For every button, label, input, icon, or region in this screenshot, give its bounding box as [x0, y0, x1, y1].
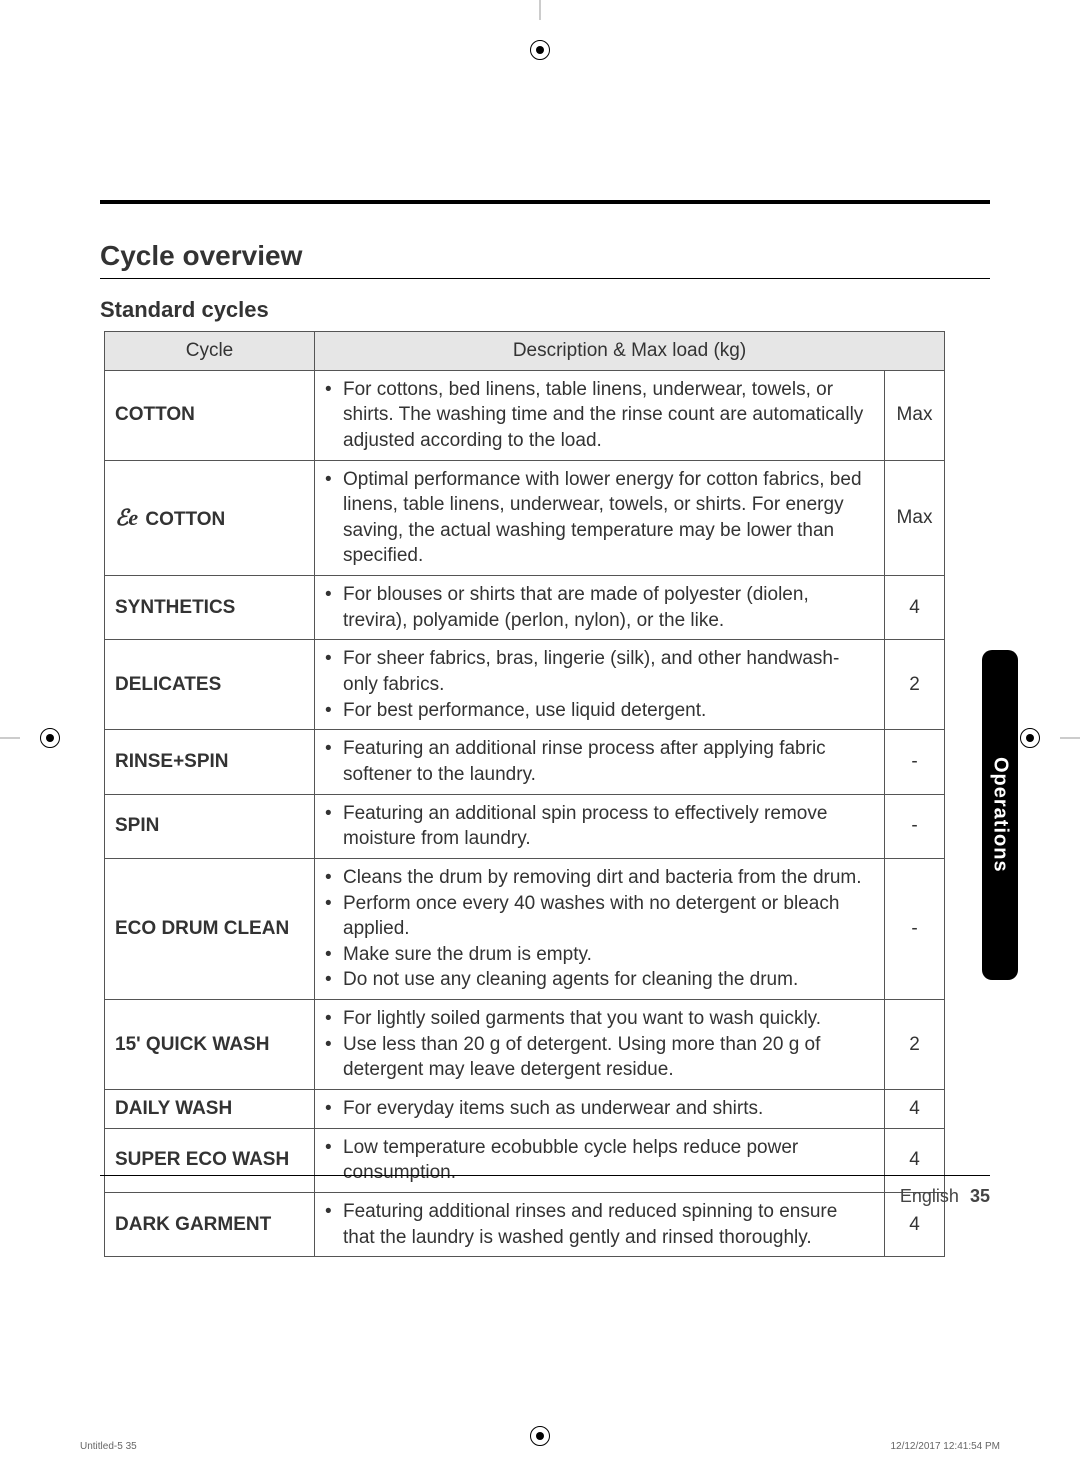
print-meta-right: 12/12/2017 12:41:54 PM: [890, 1441, 1000, 1452]
cycle-description: For lightly soiled garments that you wan…: [315, 1000, 885, 1090]
print-meta-left: Untitled-5 35: [80, 1441, 137, 1452]
bullet-item: Featuring an additional rinse process af…: [325, 736, 874, 787]
cycle-name-text: COTTON: [115, 404, 195, 425]
max-load: -: [885, 794, 945, 858]
page-number: 35: [970, 1186, 990, 1206]
max-load: -: [885, 858, 945, 999]
bullet-item: Optimal performance with lower energy fo…: [325, 467, 874, 570]
sub-title: Standard cycles: [100, 297, 990, 323]
cycle-description: For sheer fabrics, bras, lingerie (silk)…: [315, 640, 885, 730]
cycle-description: Cleans the drum by removing dirt and bac…: [315, 858, 885, 999]
cycles-table: Cycle Description & Max load (kg) COTTON…: [104, 331, 945, 1257]
cycle-name-text: 15' QUICK WASH: [115, 1034, 269, 1055]
table-row: SPIN Featuring an additional spin process…: [105, 794, 945, 858]
table-row: 15' QUICK WASH For lightly soiled garment…: [105, 1000, 945, 1090]
bullet-item: Featuring an additional spin process to …: [325, 801, 874, 852]
table-row: ECO DRUM CLEAN Cleans the drum by removin…: [105, 858, 945, 999]
cycle-description: For cottons, bed linens, table linens, u…: [315, 370, 885, 460]
cycle-name: DELICATES: [105, 640, 315, 730]
table-header-row: Cycle Description & Max load (kg): [105, 332, 945, 371]
cycle-name: ECO DRUM CLEAN: [105, 858, 315, 999]
section-title: Cycle overview: [100, 240, 990, 279]
content-area: Cycle overview Standard cycles Cycle Des…: [100, 200, 990, 1257]
cycle-name-text: SUPER ECO WASH: [115, 1149, 289, 1170]
bullet-item: For lightly soiled garments that you wan…: [325, 1006, 874, 1032]
bullet-list: Featuring an additional spin process to …: [325, 801, 874, 852]
bullet-item: Perform once every 40 washes with no det…: [325, 891, 874, 942]
eco-icon: ℰe: [115, 505, 138, 530]
cycle-name-text: ECO DRUM CLEAN: [115, 918, 289, 939]
max-load: 4: [885, 576, 945, 640]
bullet-item: Make sure the drum is empty.: [325, 942, 874, 968]
cycle-name: COTTON: [105, 370, 315, 460]
cycle-name-text: RINSE+SPIN: [115, 751, 229, 772]
top-rule: [100, 200, 990, 204]
cycle-name: DAILY WASH: [105, 1090, 315, 1129]
cycle-name: SYNTHETICS: [105, 576, 315, 640]
bullet-item: For sheer fabrics, bras, lingerie (silk)…: [325, 646, 874, 697]
header-cycle: Cycle: [105, 332, 315, 371]
bullet-item: For cottons, bed linens, table linens, u…: [325, 377, 874, 454]
cycle-name-text: DARK GARMENT: [115, 1214, 271, 1235]
cycle-name-text: DAILY WASH: [115, 1098, 232, 1119]
table-row: COTTON For cottons, bed linens, table lin…: [105, 370, 945, 460]
bullet-item: For everyday items such as underwear and…: [325, 1096, 874, 1122]
cycle-name: ℰe COTTON: [105, 460, 315, 576]
bullet-list: For cottons, bed linens, table linens, u…: [325, 377, 874, 454]
cycle-name-text: COTTON: [140, 509, 225, 530]
cycle-name-text: DELICATES: [115, 674, 221, 695]
section-tab-label: Operations: [989, 757, 1012, 873]
bullet-item: For best performance, use liquid deterge…: [325, 698, 874, 724]
cycle-description: Featuring an additional spin process to …: [315, 794, 885, 858]
bullet-list: For sheer fabrics, bras, lingerie (silk)…: [325, 646, 874, 723]
cycle-name: SPIN: [105, 794, 315, 858]
max-load: 2: [885, 640, 945, 730]
bullet-list: For everyday items such as underwear and…: [325, 1096, 874, 1122]
header-desc: Description & Max load (kg): [315, 332, 945, 371]
bullet-list: For lightly soiled garments that you wan…: [325, 1006, 874, 1083]
bullet-list: Optimal performance with lower energy fo…: [325, 467, 874, 570]
bullet-list: Featuring an additional rinse process af…: [325, 736, 874, 787]
cycle-name-text: SYNTHETICS: [115, 597, 235, 618]
footer-language: English: [900, 1186, 959, 1206]
cycle-name: 15' QUICK WASH: [105, 1000, 315, 1090]
bullet-item: Use less than 20 g of detergent. Using m…: [325, 1032, 874, 1083]
cycle-description: Optimal performance with lower energy fo…: [315, 460, 885, 576]
max-load: -: [885, 730, 945, 794]
max-load: 2: [885, 1000, 945, 1090]
bullet-list: For blouses or shirts that are made of p…: [325, 582, 874, 633]
bullet-item: For blouses or shirts that are made of p…: [325, 582, 874, 633]
page-footer: English 35: [100, 1175, 990, 1207]
cycle-description: For everyday items such as underwear and…: [315, 1090, 885, 1129]
table-row: RINSE+SPIN Featuring an additional rinse …: [105, 730, 945, 794]
max-load: Max: [885, 370, 945, 460]
table-row: SYNTHETICS For blouses or shirts that are…: [105, 576, 945, 640]
footer-rule: [100, 1175, 990, 1176]
section-tab: Operations: [982, 650, 1018, 980]
cycle-description: Featuring an additional rinse process af…: [315, 730, 885, 794]
footer-text: English 35: [100, 1186, 990, 1207]
cycle-name: RINSE+SPIN: [105, 730, 315, 794]
table-row: ℰe COTTONOptimal performance with lower …: [105, 460, 945, 576]
table-row: DAILY WASH For everyday items such as und…: [105, 1090, 945, 1129]
bullet-item: Cleans the drum by removing dirt and bac…: [325, 865, 874, 891]
cycle-name-text: SPIN: [115, 815, 159, 836]
registration-mark-icon: [530, 1426, 550, 1446]
max-load: Max: [885, 460, 945, 576]
page-container: Cycle overview Standard cycles Cycle Des…: [0, 0, 1080, 1297]
table-row: DELICATES For sheer fabrics, bras, linger…: [105, 640, 945, 730]
bullet-list: Cleans the drum by removing dirt and bac…: [325, 865, 874, 993]
bullet-item: Do not use any cleaning agents for clean…: [325, 967, 874, 993]
cycle-description: For blouses or shirts that are made of p…: [315, 576, 885, 640]
max-load: 4: [885, 1090, 945, 1129]
